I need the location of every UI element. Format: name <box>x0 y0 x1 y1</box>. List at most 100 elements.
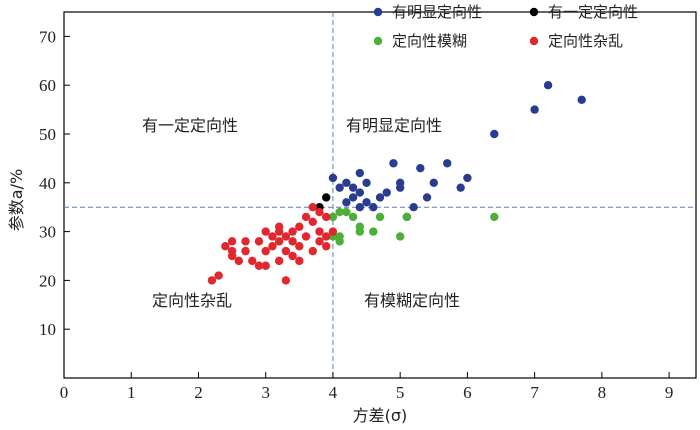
data-point-series-2 <box>490 212 499 222</box>
x-tick-label: 0 <box>60 383 69 402</box>
data-point-series-3 <box>315 207 324 217</box>
legend-marker <box>373 7 383 17</box>
data-point-series-3 <box>234 256 244 266</box>
data-point-series-3 <box>227 237 237 246</box>
data-point-series-3 <box>322 212 331 222</box>
data-point-series-0 <box>348 193 358 202</box>
data-point-series-3 <box>301 212 311 222</box>
y-tick-label: 20 <box>39 271 56 290</box>
y-tick-label: 10 <box>39 320 56 339</box>
data-point-series-3 <box>261 261 270 270</box>
data-point-series-2 <box>335 207 344 217</box>
reference-lines <box>64 12 696 378</box>
data-point-series-0 <box>362 198 371 207</box>
data-point-series-0 <box>422 193 432 202</box>
x-tick-label: 6 <box>463 383 472 402</box>
legend-marker <box>529 36 539 46</box>
legend-label: 有明显定向性 <box>392 3 482 21</box>
data-point-series-2 <box>328 212 338 222</box>
x-tick-label: 3 <box>261 383 270 402</box>
region-label-bottom-right: 有模糊定向性 <box>364 291 460 310</box>
y-tick-label: 70 <box>39 27 56 46</box>
data-point-series-2 <box>342 207 351 217</box>
data-point-series-2 <box>335 232 344 241</box>
data-point-series-3 <box>322 232 331 241</box>
y-tick-label: 60 <box>39 76 56 95</box>
data-point-series-3 <box>227 251 237 261</box>
legend-label: 定向性杂乱 <box>548 32 623 50</box>
data-point-series-0 <box>355 203 365 212</box>
data-points <box>207 81 586 285</box>
x-axis-ticks: 0 1 2 3 4 5 6 7 8 9 <box>60 372 674 402</box>
x-tick-label: 1 <box>127 383 136 402</box>
data-point-series-0 <box>335 183 344 192</box>
data-point-series-0 <box>409 203 418 212</box>
region-label-bottom-left: 定向性杂乱 <box>152 291 232 310</box>
data-point-series-3 <box>261 246 270 256</box>
data-point-series-1 <box>322 193 331 202</box>
data-point-series-3 <box>268 232 277 241</box>
data-point-series-3 <box>268 242 277 251</box>
data-point-series-0 <box>362 178 371 187</box>
x-tick-label: 9 <box>665 383 674 402</box>
data-point-series-0 <box>543 81 553 90</box>
data-point-series-3 <box>274 227 284 236</box>
data-point-series-3 <box>308 246 317 256</box>
data-point-series-0 <box>348 183 358 192</box>
data-point-series-0 <box>355 168 365 178</box>
data-point-series-2 <box>369 227 378 236</box>
data-point-series-3 <box>214 271 223 280</box>
y-axis-ticks: 10 20 30 40 50 60 70 <box>39 27 70 339</box>
data-point-series-3 <box>295 222 304 231</box>
data-point-series-0 <box>328 173 338 183</box>
data-point-series-0 <box>375 193 385 202</box>
data-point-series-3 <box>281 276 291 285</box>
data-point-series-0 <box>355 188 365 197</box>
data-point-series-0 <box>416 163 425 173</box>
data-point-series-3 <box>308 203 317 212</box>
x-tick-label: 5 <box>396 383 405 402</box>
data-point-series-3 <box>288 237 297 246</box>
legend-marker <box>529 7 539 17</box>
data-point-series-0 <box>530 105 539 114</box>
data-point-series-3 <box>274 237 284 246</box>
y-tick-label: 50 <box>39 125 56 144</box>
data-point-series-0 <box>389 159 398 168</box>
data-point-series-3 <box>288 227 297 236</box>
data-point-series-3 <box>261 227 270 236</box>
y-tick-label: 30 <box>39 223 56 242</box>
data-point-series-3 <box>322 242 331 251</box>
data-point-series-3 <box>295 256 304 266</box>
data-point-series-3 <box>301 232 311 241</box>
x-tick-label: 4 <box>329 383 338 402</box>
y-axis-title: 参数a/% <box>7 169 26 231</box>
data-point-series-0 <box>342 198 351 207</box>
data-point-series-0 <box>490 129 499 139</box>
data-point-series-3 <box>254 261 264 270</box>
region-label-top-right: 有明显定向性 <box>346 116 442 135</box>
data-point-series-3 <box>207 276 217 285</box>
data-point-series-2 <box>395 232 405 241</box>
data-point-series-0 <box>382 188 391 197</box>
data-point-series-0 <box>577 95 586 105</box>
data-point-series-2 <box>402 212 412 222</box>
data-point-series-3 <box>281 246 291 256</box>
data-point-series-0 <box>456 183 465 192</box>
x-tick-label: 2 <box>194 383 203 402</box>
x-tick-label: 7 <box>530 383 539 402</box>
data-point-series-0 <box>429 178 438 187</box>
data-point-series-3 <box>221 242 230 251</box>
y-tick-label: 40 <box>39 174 56 193</box>
x-axis-title: 方差(σ) <box>353 406 408 425</box>
data-point-series-0 <box>443 159 452 168</box>
data-point-series-3 <box>241 246 250 256</box>
data-point-series-2 <box>355 227 365 236</box>
data-point-series-2 <box>375 212 385 222</box>
plot-area: 0 1 2 3 4 5 6 7 8 9 10 20 30 40 50 60 70 <box>39 11 697 402</box>
data-point-series-3 <box>254 237 264 246</box>
region-label-top-left: 有一定定向性 <box>142 116 238 135</box>
data-point-series-3 <box>308 217 317 227</box>
data-point-series-3 <box>288 251 297 261</box>
data-point-series-0 <box>395 183 405 192</box>
